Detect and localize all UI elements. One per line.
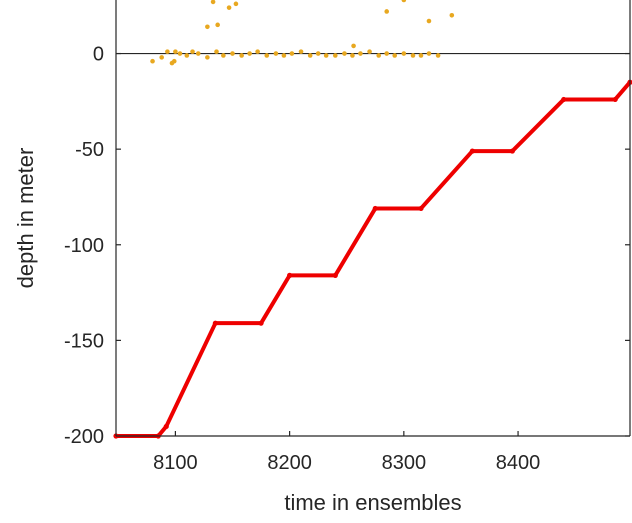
data-point xyxy=(469,148,475,154)
data-point xyxy=(289,51,295,56)
data-point xyxy=(190,49,195,54)
data-point xyxy=(230,51,235,56)
data-point xyxy=(307,53,313,58)
data-point xyxy=(435,53,441,58)
series-trace xyxy=(116,80,632,438)
x-tick-label: 8200 xyxy=(267,452,312,474)
data-point xyxy=(298,49,304,54)
data-point xyxy=(171,58,177,64)
y-tick-label: -50 xyxy=(75,139,104,161)
data-point xyxy=(372,205,378,212)
data-point xyxy=(184,53,190,58)
data-point xyxy=(173,49,178,54)
data-point xyxy=(449,12,455,18)
series-surface xyxy=(150,0,455,66)
series-depth xyxy=(113,79,632,439)
data-point xyxy=(426,18,432,24)
data-point xyxy=(177,51,183,56)
y-tick-label: -150 xyxy=(64,330,104,352)
data-point xyxy=(221,53,226,58)
data-point xyxy=(258,320,264,326)
y-tick-label: -200 xyxy=(64,426,104,448)
data-point xyxy=(612,96,618,103)
tick-labels: 0 -50 -100 -150 -200 8100 8200 8300 8400 xyxy=(64,44,540,474)
data-point xyxy=(410,53,416,58)
data-point xyxy=(376,53,382,58)
data-point xyxy=(210,0,216,5)
data-point xyxy=(233,1,239,7)
data-point xyxy=(358,51,363,56)
data-point xyxy=(418,205,424,212)
data-point xyxy=(205,24,210,30)
data-point xyxy=(215,22,220,28)
data-point xyxy=(150,58,155,64)
data-point xyxy=(418,53,424,58)
data-point xyxy=(273,51,279,56)
data-point xyxy=(281,53,287,58)
data-point xyxy=(392,53,398,58)
data-point xyxy=(247,51,252,56)
data-point xyxy=(315,51,321,56)
data-point xyxy=(342,51,347,56)
data-point xyxy=(165,49,170,54)
data-point xyxy=(561,96,567,103)
data-series xyxy=(113,0,632,439)
data-point xyxy=(367,49,372,54)
y-tick-label: -100 xyxy=(64,235,104,257)
x-tick-label: 8400 xyxy=(496,452,541,474)
x-tick-label: 8300 xyxy=(382,452,427,474)
y-axis-label: depth in meter xyxy=(13,148,38,289)
data-point xyxy=(350,53,355,58)
data-point xyxy=(401,51,407,56)
data-point xyxy=(509,148,515,154)
data-point xyxy=(214,49,219,54)
data-point xyxy=(384,9,390,14)
data-point xyxy=(212,320,218,326)
data-point xyxy=(163,423,169,430)
x-axis-ticks xyxy=(174,431,519,436)
data-point xyxy=(255,49,260,54)
data-point xyxy=(226,5,232,10)
x-axis-label: time in ensembles xyxy=(284,490,461,515)
data-point xyxy=(401,0,407,3)
data-point xyxy=(333,53,338,58)
data-point xyxy=(426,51,432,56)
data-point xyxy=(239,53,244,58)
data-point xyxy=(159,55,164,60)
data-point xyxy=(287,272,293,278)
x-tick-label: 8100 xyxy=(153,452,198,474)
data-point xyxy=(323,53,329,58)
data-point xyxy=(351,43,356,49)
data-point xyxy=(332,272,338,278)
data-point xyxy=(195,51,201,56)
data-point xyxy=(205,55,210,60)
data-point xyxy=(264,53,270,58)
data-point xyxy=(384,51,390,56)
y-tick-label: 0 xyxy=(93,44,104,66)
